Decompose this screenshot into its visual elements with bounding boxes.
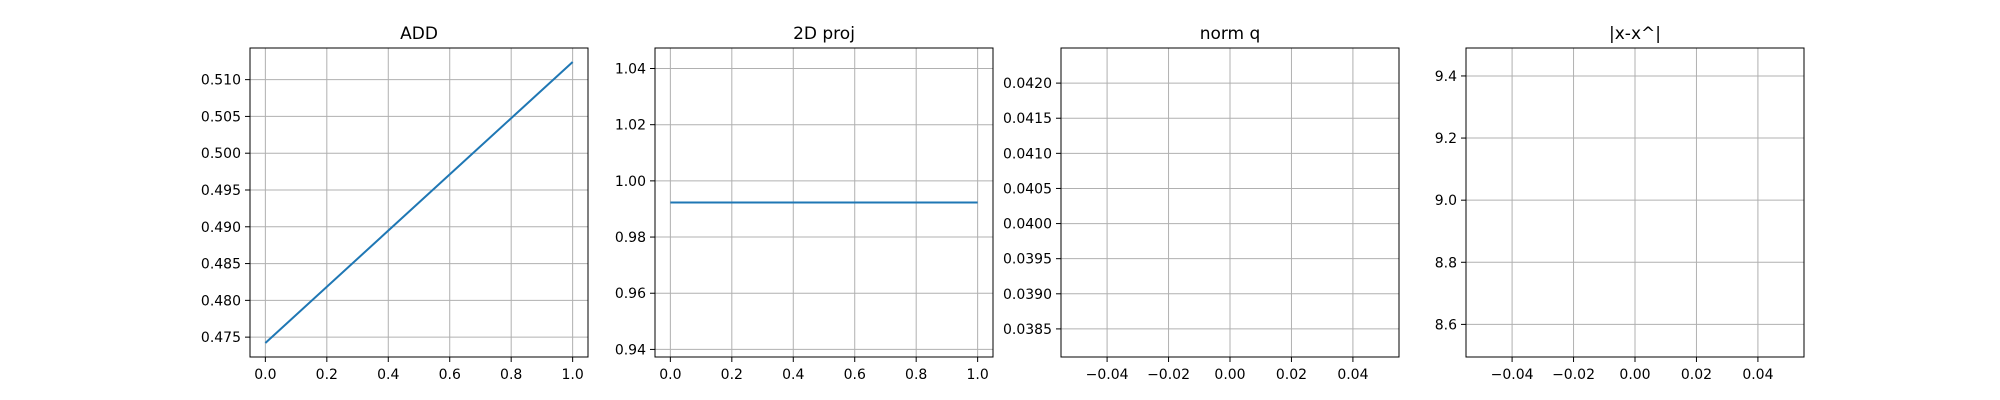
subplot-norm-q: norm q −0.04 −0.02 0.00 0.02 0.04 0.0385 0.039… (1003, 24, 1400, 383)
y-tick-label: 0.0420 (1003, 76, 1052, 92)
subplot-add: ADD 0.0 0.2 0.4 0.6 0.8 1.0 0.475 0.480 0.485 0.4… (201, 24, 589, 383)
x-tick-label: 0.4 (782, 367, 804, 383)
x-tick-label: 0.04 (1742, 367, 1773, 383)
x-tick-label: 0.4 (377, 367, 399, 383)
axes-frame (249, 47, 589, 358)
y-tick-label: 8.6 (1435, 317, 1457, 333)
x-tick-label: −0.02 (1147, 367, 1190, 383)
series-line (264, 61, 574, 344)
y-tick-label: 0.480 (201, 293, 241, 309)
x-tick-label: 0.6 (439, 367, 461, 383)
x-tick-label: 0.8 (500, 367, 522, 383)
y-tick-label: 0.0410 (1003, 146, 1052, 162)
x-tick-label: 0.6 (844, 367, 866, 383)
y-tick-label: 0.490 (201, 220, 241, 236)
x-tick-label: 0.00 (1214, 367, 1245, 383)
y-tick-label: 9.0 (1435, 193, 1457, 209)
y-tick-label: 0.505 (201, 109, 241, 125)
x-tick-label: 1.0 (562, 367, 584, 383)
axes-frame (654, 47, 994, 358)
y-tick-label: 8.8 (1435, 255, 1457, 271)
subplot-title: |x-x^| (1609, 24, 1661, 44)
y-tick-label: 0.0405 (1003, 181, 1052, 197)
subplot-2d-proj: 2D proj 0.0 0.2 0.4 0.6 0.8 1.0 0.94 0.96 0.98 1.… (615, 24, 994, 383)
x-tick-label: 0.0 (254, 367, 276, 383)
y-tick-label: 0.0415 (1003, 111, 1052, 127)
y-tick-label: 0.94 (615, 342, 646, 358)
x-tick-label: −0.04 (1491, 367, 1534, 383)
y-tick-label: 9.2 (1435, 131, 1457, 147)
y-tick-label: 1.00 (615, 174, 646, 190)
subplot-title: norm q (1200, 24, 1261, 44)
x-tick-label: 0.2 (316, 367, 338, 383)
y-tick-label: 0.98 (615, 230, 646, 246)
x-tick-label: 0.00 (1619, 367, 1650, 383)
x-tick-label: 1.0 (967, 367, 989, 383)
x-tick-label: 0.02 (1276, 367, 1307, 383)
y-tick-label: 0.0400 (1003, 217, 1052, 233)
subplot-x-error: |x-x^| −0.04 −0.02 0.00 0.02 0.04 8.6 8.8 9.0 9.… (1435, 24, 1805, 383)
subplot-title: ADD (400, 24, 438, 44)
x-tick-label: 0.2 (721, 367, 743, 383)
x-tick-label: −0.02 (1552, 367, 1595, 383)
x-tick-label: −0.04 (1086, 367, 1129, 383)
y-tick-label: 1.02 (615, 118, 646, 134)
y-tick-label: 0.0390 (1003, 287, 1052, 303)
x-tick-label: 0.04 (1337, 367, 1368, 383)
y-tick-label: 0.495 (201, 183, 241, 199)
y-tick-label: 0.510 (201, 73, 241, 89)
x-tick-label: 0.8 (905, 367, 927, 383)
x-tick-label: 0.0 (659, 367, 681, 383)
y-tick-label: 0.475 (201, 330, 241, 346)
y-tick-label: 0.96 (615, 286, 646, 302)
y-tick-label: 0.500 (201, 146, 241, 162)
y-tick-label: 0.485 (201, 257, 241, 273)
y-tick-label: 0.0395 (1003, 252, 1052, 268)
y-tick-label: 1.04 (615, 62, 646, 78)
y-tick-label: 9.4 (1435, 69, 1457, 85)
y-tick-label: 0.0385 (1003, 322, 1052, 338)
subplot-title: 2D proj (793, 24, 855, 44)
x-tick-label: 0.02 (1681, 367, 1712, 383)
